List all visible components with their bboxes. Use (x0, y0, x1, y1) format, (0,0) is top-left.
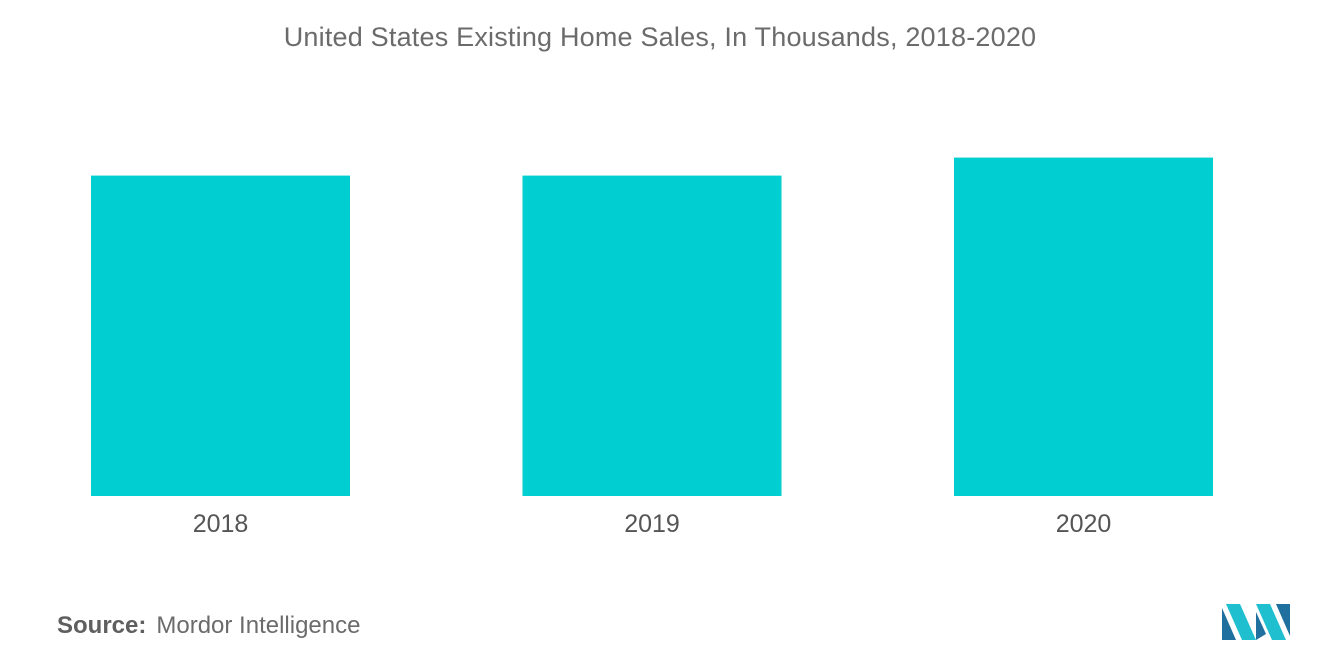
x-tick-labels: 2018 2019 2020 (193, 510, 1112, 538)
x-tick-label-2019: 2019 (624, 510, 680, 538)
bar-2018 (91, 175, 350, 496)
source-label: Source: (57, 612, 147, 639)
source-note: Source: Mordor Intelligence (57, 612, 360, 640)
x-tick-label-2020: 2020 (1056, 510, 1112, 538)
bar-2019 (522, 175, 782, 496)
x-tick-label-2018: 2018 (193, 510, 249, 538)
chart-title: United States Existing Home Sales, In Th… (283, 22, 1037, 52)
mordor-intelligence-logo-icon (1222, 604, 1290, 640)
bar-chart: 2018 2019 2020 (91, 157, 1213, 538)
bars-group (91, 157, 1213, 496)
source-text: Mordor Intelligence (156, 612, 361, 639)
bar-2020 (954, 157, 1213, 496)
